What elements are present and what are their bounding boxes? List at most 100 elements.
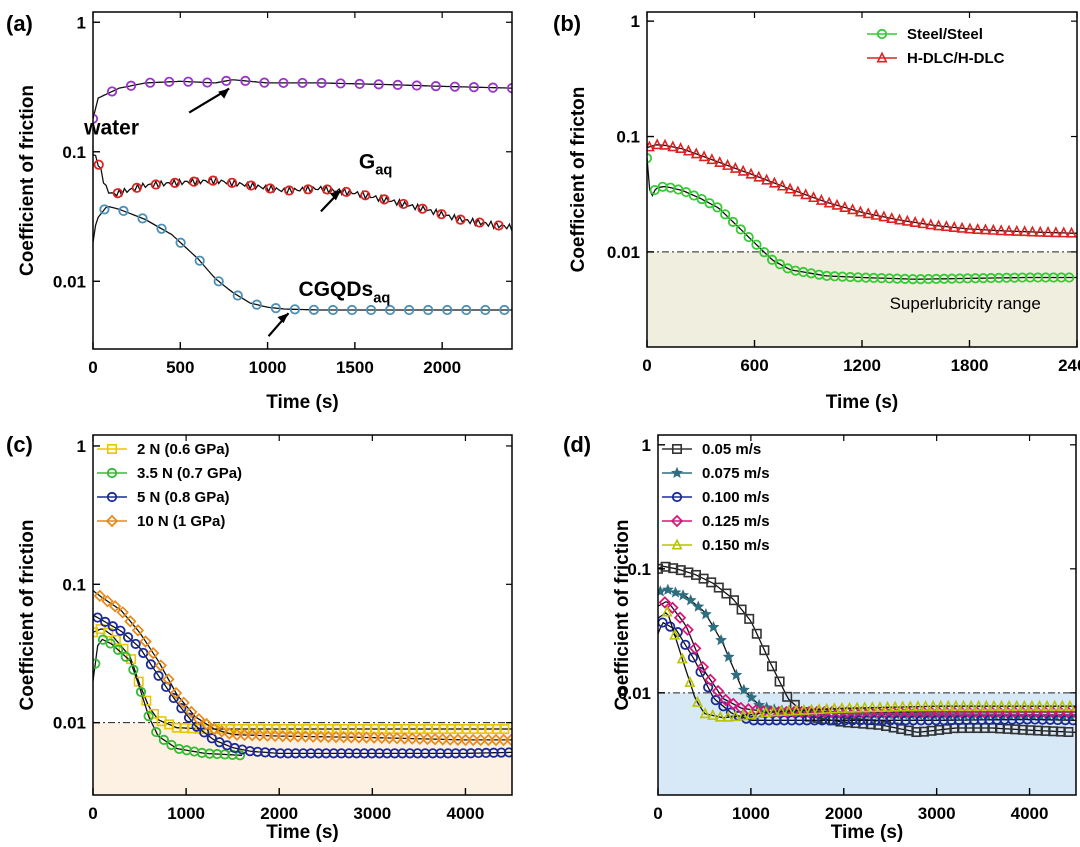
legend-entry-0: 0.05 m/s <box>702 441 761 458</box>
series-1-marker <box>706 153 718 165</box>
series-0-marker <box>1064 272 1075 283</box>
panel-label: (a) <box>6 11 33 36</box>
series-0-marker <box>759 645 770 656</box>
series-0-marker <box>774 676 785 687</box>
series-1-marker <box>151 726 162 738</box>
series-4-marker <box>813 703 825 715</box>
series-3-marker <box>505 733 512 747</box>
panel-label: (b) <box>553 11 581 36</box>
series-2-marker <box>194 255 205 266</box>
series-1-marker <box>158 734 169 745</box>
series-1-marker <box>831 198 843 210</box>
series-2-marker <box>99 204 110 215</box>
series-0-marker <box>278 77 289 89</box>
series-1-marker <box>768 176 780 188</box>
plot-frame <box>92 11 513 350</box>
series-4-marker <box>851 701 863 713</box>
series-0-marker <box>1055 726 1066 737</box>
series-0-marker <box>713 582 724 593</box>
series-1-marker <box>815 193 827 205</box>
series-0-marker <box>141 695 152 706</box>
series-1-marker <box>862 207 874 219</box>
series-2-marker <box>503 747 512 758</box>
annotation-arrowhead <box>329 190 341 201</box>
series-4-marker <box>912 700 924 712</box>
series-0-marker <box>148 708 159 719</box>
series-4-marker <box>874 701 886 713</box>
series-1-marker <box>964 222 976 234</box>
x-tick-label: 2400 <box>1058 356 1080 375</box>
x-tick-label: 2000 <box>825 804 863 823</box>
series-1-marker <box>800 188 812 200</box>
series-1-marker <box>651 138 663 150</box>
legend-marker <box>671 491 683 503</box>
x-tick-label: 2000 <box>423 358 461 377</box>
series-0-marker <box>782 691 793 702</box>
series-0-marker <box>354 78 365 89</box>
series-1-marker <box>714 156 726 168</box>
series-1-marker <box>878 210 890 222</box>
series-4-marker <box>692 695 704 707</box>
series-3-marker <box>108 600 122 613</box>
series-2-marker <box>115 625 126 636</box>
series-1-marker <box>113 644 124 656</box>
series-4-marker <box>722 710 734 722</box>
x-tick-label: 600 <box>740 356 768 375</box>
series-1-marker <box>188 176 200 187</box>
series-4-marker <box>859 701 871 713</box>
y-tick-label: 0.1 <box>616 128 640 147</box>
series-4-marker <box>661 605 673 617</box>
series-1-marker <box>956 221 968 233</box>
series-1-marker <box>265 183 276 194</box>
series-2-marker <box>270 303 281 314</box>
series-4-marker <box>973 699 985 711</box>
y-axis-label: Coefficient of friction <box>612 519 633 710</box>
series-4-marker <box>904 700 916 712</box>
panel-1: Superlubricity range 0 600 1200 1800 2400 1 0.1… <box>553 11 1080 413</box>
series-0-marker <box>926 725 937 736</box>
x-tick-label: 1800 <box>951 356 989 375</box>
series-1-marker <box>1066 226 1077 238</box>
series-0-marker <box>1048 726 1059 737</box>
series-4-marker <box>988 699 1000 711</box>
series-0-marker <box>668 563 679 574</box>
series-4-marker <box>889 700 901 712</box>
series-2-marker <box>251 299 262 310</box>
series-2-marker <box>442 304 453 316</box>
series-4-marker <box>920 699 932 711</box>
series-3-marker <box>207 722 221 736</box>
series-1-marker <box>341 186 352 198</box>
series-4-marker <box>768 705 780 717</box>
series-1-marker <box>972 222 984 234</box>
series-0-marker <box>696 193 707 205</box>
series-1-marker <box>245 180 257 191</box>
series-2-marker <box>213 276 224 287</box>
series-1-marker <box>722 158 734 170</box>
series-1-marker <box>737 683 750 696</box>
series-line-1 <box>93 154 512 232</box>
series-0-marker <box>751 239 762 250</box>
series-1-marker <box>379 194 390 205</box>
series-line-1 <box>647 144 1077 234</box>
series-1-marker <box>1011 224 1023 236</box>
annotation-label-0: water <box>83 117 139 140</box>
series-3-marker <box>696 660 710 674</box>
series-1-marker <box>699 608 712 620</box>
series-1-marker <box>715 633 728 646</box>
series-1-marker <box>474 217 485 228</box>
series-1-marker <box>995 224 1007 236</box>
series-4-marker <box>707 708 719 720</box>
series-3-marker <box>711 684 725 698</box>
series-4-marker <box>836 701 848 713</box>
panel-label: (c) <box>6 432 33 457</box>
series-4-marker <box>798 703 810 715</box>
series-0-marker <box>1010 724 1021 735</box>
panel-0: 0 500 1000 1500 2000 1 0.1 0.01 Time (s) Coeffici… <box>6 11 513 413</box>
series-1-marker <box>322 184 333 195</box>
series-1-marker <box>682 144 694 156</box>
series-2-marker <box>199 727 210 738</box>
series-3-marker <box>658 596 672 609</box>
series-3-marker <box>169 686 183 700</box>
series-3-marker <box>139 635 152 648</box>
plot-frame <box>657 434 1077 796</box>
